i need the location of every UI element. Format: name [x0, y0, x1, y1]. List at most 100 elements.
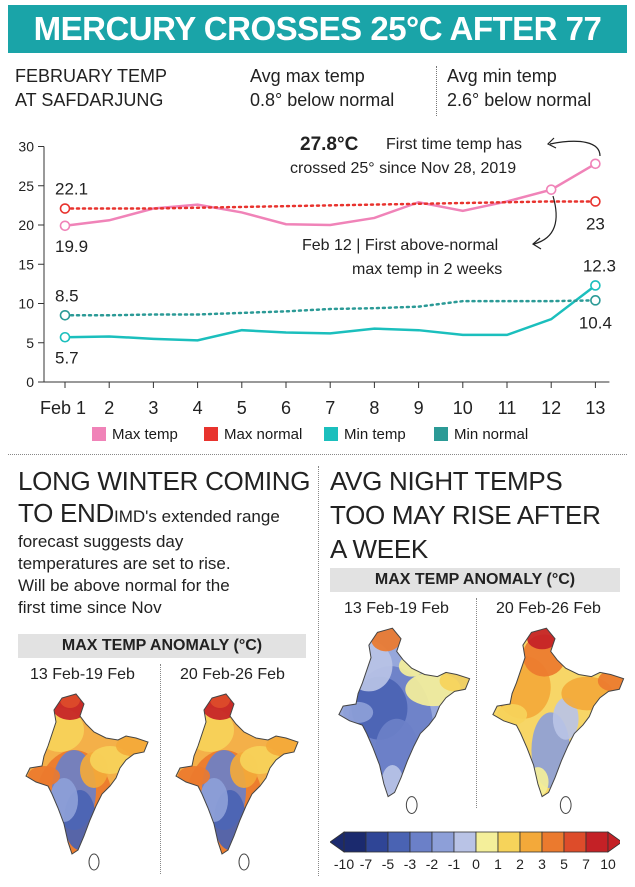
right-map2-label: 20 Feb-26 Feb — [496, 600, 601, 617]
legend-max-normal: Max normal — [204, 426, 302, 443]
scale-segment — [497, 831, 521, 853]
left-map2-label: 20 Feb-26 Feb — [180, 666, 285, 683]
x-tick-label: Feb 1 — [40, 398, 86, 418]
marker-max-normal — [590, 196, 601, 207]
scale-segment — [387, 831, 411, 853]
left-map-week1 — [25, 693, 149, 871]
scale-label: 1 — [494, 856, 502, 872]
x-tick-label: 4 — [193, 398, 203, 418]
scale-segment — [343, 831, 367, 853]
label-min-end: 12.3 — [583, 256, 616, 275]
arrowhead-peak — [546, 137, 557, 149]
annotation-peak-text2: crossed 25° since Nov 28, 2019 — [290, 160, 516, 177]
scale-label: 5 — [560, 856, 568, 872]
map-outline — [25, 693, 149, 855]
left-map-separator — [160, 664, 161, 874]
scale-label: 10 — [600, 856, 616, 872]
anomaly-region — [497, 704, 528, 726]
legend-max-temp: Max temp — [92, 426, 178, 443]
sri-lanka-shape — [405, 796, 418, 814]
scale-label: 2 — [516, 856, 524, 872]
arrowhead-feb12 — [531, 237, 542, 250]
annotation-feb12-text1: Feb 12 | First above-normal — [302, 237, 498, 254]
series-line-min-temp — [64, 284, 597, 342]
scale-label: 0 — [472, 856, 480, 872]
avg-max-value: 0.8° below normal — [250, 90, 395, 110]
scale-arrow-left — [330, 831, 345, 853]
label-min-normal-end: 10.4 — [579, 313, 612, 332]
section-divider — [8, 454, 627, 455]
scale-arrow-right — [607, 831, 620, 853]
annotation-peak-text1: First time temp has — [386, 136, 522, 153]
y-tick-label: 25 — [18, 178, 34, 194]
scale-label: -2 — [425, 856, 439, 872]
avg-min-label: Avg min temp — [447, 66, 557, 86]
map-fill — [338, 628, 470, 797]
scale-segment — [541, 831, 565, 853]
y-tick-label: 5 — [26, 335, 34, 351]
headline-banner: MERCURY CROSSES 25°C AFTER 77 DAYS — [0, 0, 635, 95]
map-outline — [492, 627, 625, 798]
scale-segment — [365, 831, 389, 853]
sri-lanka-shape — [559, 796, 572, 814]
x-tick-label: 7 — [325, 398, 335, 418]
x-tick-label: 8 — [369, 398, 379, 418]
legend-label-min-normal: Min normal — [454, 426, 529, 443]
chart-title-line2: AT SAFDARJUNG — [15, 90, 164, 110]
anomaly-region — [60, 694, 80, 708]
x-tick-label: 2 — [104, 398, 114, 418]
scale-segment — [431, 831, 455, 853]
avg-min-value: 2.6° below normal — [447, 90, 592, 110]
scale-label: 7 — [582, 856, 590, 872]
marker-max-temp — [590, 158, 601, 170]
scale-label: -10 — [333, 856, 355, 872]
anomaly-region — [178, 766, 210, 786]
left-map1-label: 13 Feb-19 Feb — [30, 666, 135, 683]
marker-min-normal — [59, 309, 71, 321]
legend-swatch-max-temp — [92, 427, 106, 441]
left-body-lead: IMD's extended range — [114, 507, 280, 526]
scale-label: -7 — [359, 856, 373, 872]
annotation-arrow-feb12 — [533, 195, 557, 245]
headline: MERCURY CROSSES 25°C AFTER 77 DAYS — [8, 5, 627, 95]
scale-segment — [475, 831, 499, 853]
right-map-week1 — [338, 627, 471, 814]
map-outline — [175, 693, 299, 855]
map-outline — [338, 627, 471, 798]
legend-min-normal: Min normal — [434, 426, 528, 443]
legend-swatch-min-temp — [324, 427, 338, 441]
anomaly-region — [28, 766, 60, 786]
legend-min-temp: Min temp — [324, 426, 406, 443]
y-tick-label: 0 — [26, 374, 34, 390]
map-fill — [26, 694, 148, 854]
y-tick-label: 20 — [18, 217, 34, 233]
series-line-max-normal — [63, 200, 597, 210]
x-tick-label: 12 — [541, 398, 561, 418]
left-body-line2: temperatures are set to rise. — [18, 554, 231, 573]
legend-label-max-normal: Max normal — [224, 426, 303, 443]
scale-segment — [563, 831, 587, 853]
chart-title: FEBRUARY TEMP AT SAFDARJUNG — [15, 64, 215, 112]
scale-label: -5 — [381, 856, 395, 872]
marker-max-normal — [59, 203, 71, 214]
y-tick-label: 10 — [18, 296, 34, 312]
right-anomaly-title: MAX TEMP ANOMALY (°C) — [330, 568, 620, 592]
scale-segment — [409, 831, 433, 853]
label-max-normal-start: 22.1 — [55, 180, 88, 199]
scale-label: -3 — [403, 856, 417, 872]
scale-label: 3 — [538, 856, 546, 872]
anomaly-region — [343, 701, 374, 723]
left-title-line2: TO END — [18, 498, 114, 528]
sri-lanka-shape — [88, 853, 100, 871]
legend-label-max-temp: Max temp — [112, 426, 178, 443]
x-tick-label: 11 — [498, 398, 517, 418]
anomaly-region — [266, 736, 298, 756]
marker-min-temp — [590, 280, 601, 291]
annotation-feb12-text2: max temp in 2 weeks — [352, 261, 502, 278]
header-separator — [436, 66, 437, 116]
anomaly-region — [552, 697, 579, 740]
right-title-line1: AVG NIGHT TEMPS — [330, 466, 563, 496]
right-title-line2: TOO MAY RISE AFTER — [330, 500, 601, 530]
legend-swatch-max-normal — [204, 427, 218, 441]
